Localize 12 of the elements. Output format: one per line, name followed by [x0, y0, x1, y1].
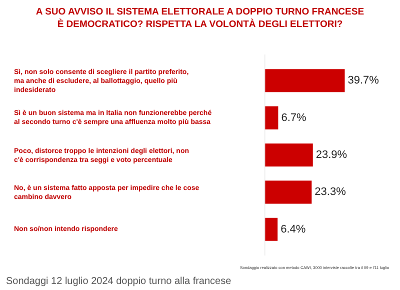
bar [264, 69, 345, 92]
bar [264, 143, 313, 167]
chart-title: A SUO AVVISO IL SISTEMA ELETTORALE A DOPPIO TURNO FRANCESE È DEMOCRATICO? RISPETTA LA VOLONTÀ DEGLI ELETTORI? [36, 6, 364, 30]
data-label: 6.7% [281, 112, 306, 124]
bar [264, 106, 278, 130]
data-label: 39.7% [348, 74, 380, 87]
bar [264, 180, 312, 204]
data-label: 23.9% [316, 149, 348, 161]
data-label: 23.3% [314, 186, 346, 198]
text: Sondaggi 12 luglio 2024 doppio turno alla francese [6, 276, 232, 287]
bar [264, 218, 278, 241]
data-label: 6.4% [280, 223, 306, 236]
